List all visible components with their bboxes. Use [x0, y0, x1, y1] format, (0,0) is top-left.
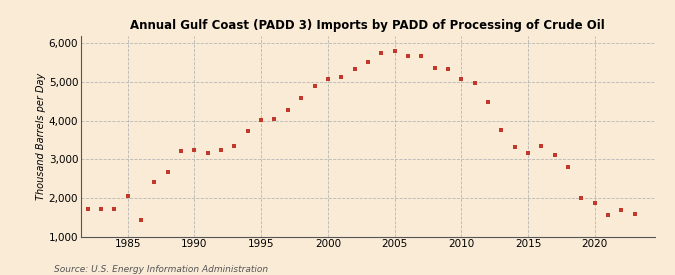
Point [242, 129, 253, 133]
Point [576, 196, 587, 200]
Point [629, 212, 640, 217]
Y-axis label: Thousand Barrels per Day: Thousand Barrels per Day [36, 73, 46, 200]
Point [536, 144, 547, 148]
Point [549, 153, 560, 158]
Point [483, 100, 493, 104]
Text: Source: U.S. Energy Information Administration: Source: U.S. Energy Information Administ… [54, 265, 268, 274]
Point [443, 67, 454, 71]
Point [496, 128, 507, 132]
Point [389, 49, 400, 53]
Point [282, 108, 293, 112]
Point [429, 66, 440, 70]
Point [376, 51, 387, 55]
Point [416, 54, 427, 58]
Point [109, 207, 119, 211]
Point [189, 148, 200, 153]
Point [176, 148, 186, 153]
Point [335, 75, 346, 79]
Point [82, 207, 93, 212]
Point [162, 169, 173, 174]
Point [616, 208, 627, 213]
Point [136, 218, 146, 222]
Point [362, 59, 373, 64]
Point [522, 151, 533, 155]
Point [563, 165, 574, 169]
Point [256, 117, 267, 122]
Point [216, 148, 227, 153]
Point [469, 81, 480, 85]
Point [122, 194, 133, 198]
Point [456, 77, 466, 81]
Point [349, 67, 360, 72]
Point [603, 213, 614, 217]
Point [589, 201, 600, 205]
Point [296, 95, 306, 100]
Point [149, 180, 160, 184]
Point [202, 150, 213, 155]
Title: Annual Gulf Coast (PADD 3) Imports by PADD of Processing of Crude Oil: Annual Gulf Coast (PADD 3) Imports by PA… [130, 19, 605, 32]
Point [509, 145, 520, 149]
Point [323, 77, 333, 81]
Point [96, 207, 107, 212]
Point [402, 54, 413, 58]
Point [69, 188, 80, 192]
Point [229, 144, 240, 148]
Point [269, 117, 280, 121]
Point [309, 84, 320, 88]
